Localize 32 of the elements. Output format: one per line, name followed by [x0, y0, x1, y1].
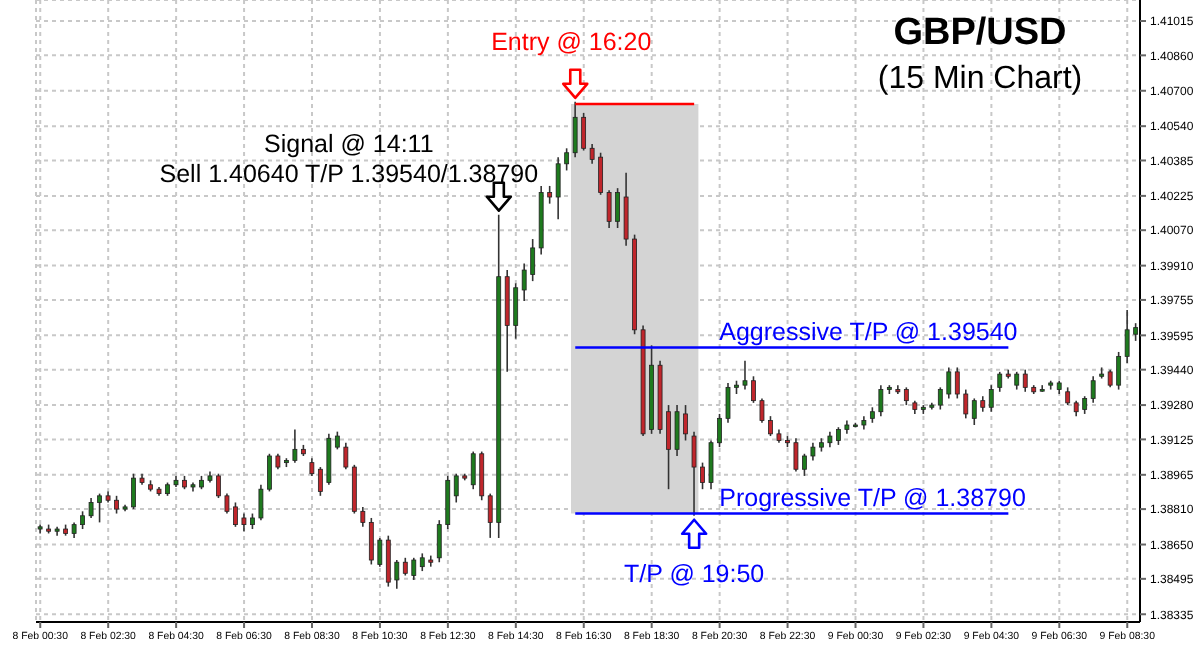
- candlestick: [385, 534, 391, 588]
- candlestick: [513, 282, 519, 340]
- ref-line-label: Progressive T/P @ 1.38790: [719, 483, 1026, 512]
- candlestick: [988, 384, 994, 413]
- candlestick: [997, 371, 1003, 393]
- candlestick: [572, 101, 578, 158]
- candlestick: [555, 156, 561, 220]
- annotation: Signal @ 14:11: [264, 130, 434, 158]
- annotation: T/P @ 19:50: [624, 560, 765, 588]
- candlestick: [878, 384, 884, 417]
- candlestick: [1090, 375, 1096, 404]
- annotation: Sell 1.40640 T/P 1.39540/1.38790: [159, 160, 539, 188]
- candlestick: [453, 472, 459, 504]
- candlestick: [479, 450, 485, 502]
- candlestick: [368, 517, 374, 566]
- text: (15 Min Chart): [877, 62, 1083, 96]
- chart-title: GBP/USD: [893, 12, 1067, 54]
- ref-line-label: Aggressive T/P @ 1.39540: [719, 317, 1018, 346]
- candlestick: [691, 430, 697, 517]
- annotation: Entry @ 16:20: [491, 28, 652, 56]
- candlestick: [343, 441, 349, 471]
- candlestick: [326, 433, 332, 486]
- candlestick: [946, 366, 952, 400]
- candlestick: [793, 437, 799, 473]
- candlestick: [1022, 368, 1028, 393]
- candlestick: [351, 464, 357, 515]
- candlestick: [971, 397, 977, 426]
- candlestick: [470, 450, 476, 490]
- candlestick: [411, 557, 417, 581]
- candlestick: [88, 497, 94, 519]
- candlestick: [292, 428, 298, 464]
- candlestick: [674, 404, 680, 457]
